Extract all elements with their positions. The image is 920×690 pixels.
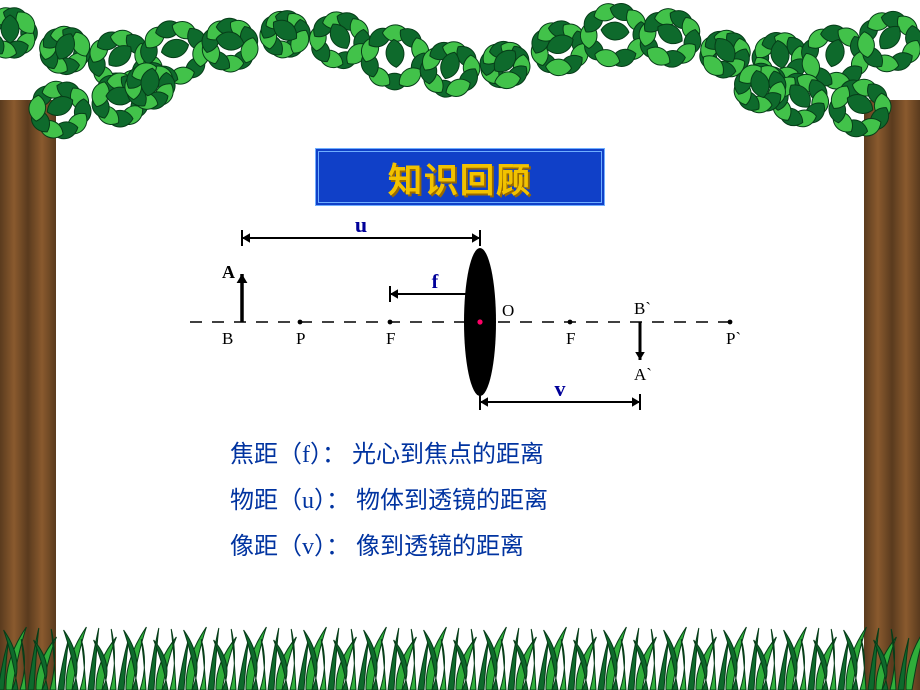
svg-text:P`: P` <box>726 329 741 348</box>
leaf-canopy <box>0 0 920 160</box>
tree-trunk-right <box>864 100 920 690</box>
svg-text:v: v <box>555 376 566 401</box>
svg-text:u: u <box>355 212 367 237</box>
title-plate: 知识回顾 <box>315 148 605 206</box>
def-f-desc: 光心到焦点的距离 <box>352 442 544 468</box>
svg-text:F: F <box>566 329 575 348</box>
def-u-desc: 物体到透镜的距离 <box>356 488 548 514</box>
definitions-block: 焦距（f）： 光心到焦点的距离 物距（u）： 物体到透镜的距离 像距（v）： 像… <box>230 432 548 570</box>
grass-footer <box>0 605 920 690</box>
svg-text:B`: B` <box>634 299 651 318</box>
svg-text:O: O <box>502 301 514 320</box>
svg-text:A: A <box>222 262 235 282</box>
title-text: 知识回顾 <box>388 153 532 202</box>
def-object-distance: 物距（u）： 物体到透镜的距离 <box>230 478 548 524</box>
lens-diagram: uABPFFP`fOB`A`v <box>200 222 760 422</box>
def-f-term: 焦距（f）： <box>230 442 346 468</box>
def-image-distance: 像距（v）： 像到透镜的距离 <box>230 524 548 570</box>
svg-text:P: P <box>296 329 305 348</box>
def-v-term: 像距（v）： <box>230 534 350 560</box>
def-focal-length: 焦距（f）： 光心到焦点的距离 <box>230 432 548 478</box>
svg-text:f: f <box>432 271 439 293</box>
svg-text:A`: A` <box>634 365 652 384</box>
def-u-term: 物距（u）： <box>230 488 350 514</box>
svg-text:B: B <box>222 329 233 348</box>
def-v-desc: 像到透镜的距离 <box>356 534 524 560</box>
svg-text:F: F <box>386 329 395 348</box>
tree-trunk-left <box>0 100 56 690</box>
